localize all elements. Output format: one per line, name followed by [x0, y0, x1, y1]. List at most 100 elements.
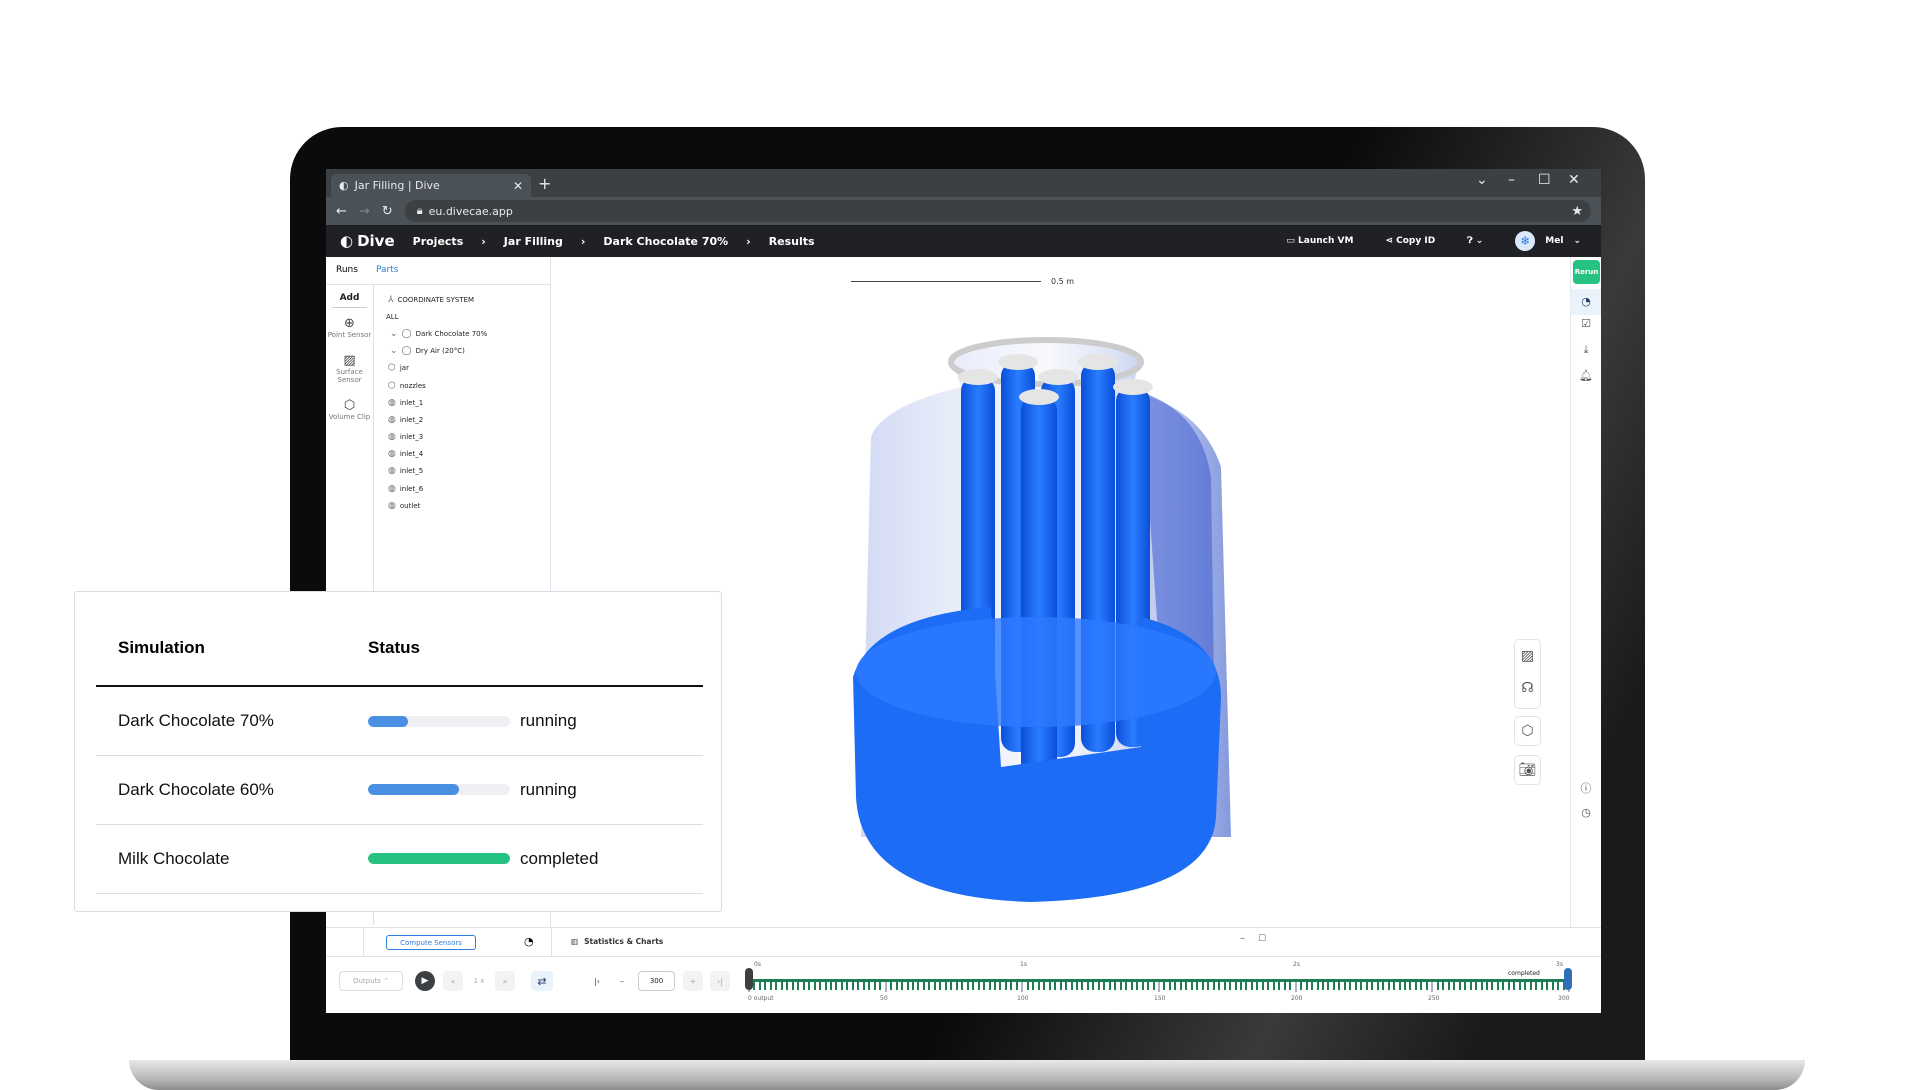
- compute-sensors-button[interactable]: Compute Sensors: [386, 935, 476, 950]
- minimize-icon[interactable]: –: [1508, 172, 1515, 188]
- timeline-tick: [1540, 982, 1543, 990]
- minimize-panel-icon[interactable]: –: [1240, 933, 1245, 944]
- clip-box-icon[interactable]: ⬡: [1514, 716, 1541, 746]
- download-icon[interactable]: ⤓: [1583, 343, 1589, 356]
- tab-title: Jar Filling | Dive: [354, 179, 440, 192]
- url-field[interactable]: 🔒︎ eu.divecae.app ★: [404, 200, 1591, 222]
- timeline-tick: [1529, 982, 1532, 990]
- outputs-dropdown[interactable]: Outputs ⌃: [339, 971, 403, 991]
- tree-surface[interactable]: ◍ inlet_1: [388, 397, 424, 408]
- user-menu[interactable]: ❄ Mel ⌄: [1515, 231, 1581, 251]
- 3d-viewport[interactable]: 0.5 m: [551, 257, 1571, 927]
- close-tab-icon[interactable]: ✕: [512, 178, 523, 193]
- timeline-tick: [1322, 982, 1324, 990]
- copy-id-button[interactable]: ⋖ Copy ID: [1385, 236, 1436, 246]
- output-label: 150: [1154, 995, 1166, 1002]
- table-row[interactable]: Milk Chocolate completed: [96, 824, 703, 894]
- timeline-tick: [972, 982, 975, 990]
- timeline-tick: [1076, 982, 1078, 990]
- table-row[interactable]: Dark Chocolate 60% running: [96, 755, 703, 825]
- tree-all[interactable]: ALL: [386, 312, 399, 321]
- tree-surface[interactable]: ◍ inlet_5: [388, 466, 424, 477]
- column-header-status: Status: [346, 610, 703, 687]
- last-frame-button[interactable]: ›|: [710, 971, 730, 991]
- history-icon[interactable]: ◔: [524, 935, 534, 948]
- add-camera-icon[interactable]: 📷︎: [1514, 755, 1541, 785]
- chevron-down-icon[interactable]: ⌄: [390, 346, 398, 357]
- tab-search-icon[interactable]: ⌄: [1476, 172, 1488, 188]
- timeline-start-handle[interactable]: [745, 968, 753, 990]
- timeline-tick: [1409, 982, 1412, 990]
- view-tools-group: ▨ ☊: [1514, 639, 1541, 709]
- increment-button[interactable]: +: [683, 971, 703, 991]
- tree-surface[interactable]: ◍ outlet: [388, 500, 421, 511]
- maximize-icon[interactable]: ☐: [1538, 172, 1551, 188]
- rerun-button[interactable]: Rerun: [1573, 260, 1600, 284]
- history-icon[interactable]: ◔: [1571, 289, 1601, 315]
- tree-material[interactable]: ⌄ ◯ Dark Chocolate 70%: [390, 328, 488, 339]
- first-frame-button[interactable]: |‹: [594, 976, 600, 986]
- bell-icon[interactable]: 🔔︎: [1579, 369, 1593, 382]
- timeline-tick: [1289, 982, 1292, 990]
- timeline-slider[interactable]: 0s 1s 2s 3s completed 0 output 50 100 150 20…: [745, 961, 1572, 1005]
- timeline-tick: [1261, 982, 1264, 990]
- timeline-tick: [999, 982, 1002, 990]
- timeline-end-handle[interactable]: [1564, 968, 1572, 990]
- decrement-button[interactable]: –: [620, 976, 624, 986]
- browser-tab[interactable]: ◐ Jar Filling | Dive ✕: [331, 174, 531, 197]
- info-icon[interactable]: ⓘ: [1580, 782, 1592, 795]
- timeline-tick: [1037, 982, 1040, 990]
- tab-runs[interactable]: Runs: [336, 265, 358, 275]
- breadcrumb-jar-filling[interactable]: Jar Filling: [503, 234, 563, 248]
- tree-material[interactable]: ⌄ ◯ Dry Air (20°C): [390, 346, 465, 357]
- clock-icon[interactable]: ◷: [1581, 806, 1591, 819]
- breadcrumb-projects[interactable]: Projects: [412, 234, 464, 248]
- timeline-tick: [873, 982, 876, 990]
- dive-logo[interactable]: ◐ Dive: [340, 232, 395, 250]
- bookmark-star-icon[interactable]: ★: [1571, 203, 1583, 219]
- fast-forward-button[interactable]: »: [495, 971, 515, 991]
- help-menu[interactable]: ❓︎ ⌄: [1467, 236, 1484, 246]
- breadcrumb-results[interactable]: Results: [768, 234, 815, 248]
- forward-icon[interactable]: →: [358, 203, 370, 219]
- timeline-tick: [1393, 982, 1396, 990]
- tab-parts[interactable]: Parts: [375, 265, 399, 275]
- back-icon[interactable]: ←: [336, 203, 347, 219]
- close-window-icon[interactable]: ✕: [1568, 172, 1580, 188]
- timeline-tick: [1043, 982, 1046, 990]
- timeline-tick: [1158, 982, 1160, 992]
- table-row[interactable]: Dark Chocolate 70% running: [96, 686, 703, 756]
- timeline-tick: [758, 982, 761, 990]
- timeline-tick: [901, 982, 904, 990]
- hatch-icon[interactable]: ▨: [1520, 648, 1535, 664]
- reload-icon[interactable]: ↻: [381, 203, 393, 219]
- play-button[interactable]: ▶: [415, 971, 435, 991]
- timeline-tick: [1032, 982, 1035, 990]
- frame-input[interactable]: 300: [638, 971, 675, 991]
- tree-surface[interactable]: ◍ inlet_3: [388, 432, 424, 443]
- loop-icon[interactable]: ⇄: [531, 971, 553, 991]
- checklist-icon[interactable]: ☑: [1581, 317, 1591, 330]
- output-label: 200: [1291, 995, 1303, 1002]
- maximize-panel-icon[interactable]: ☐: [1258, 934, 1267, 944]
- tree-body[interactable]: ⬡ nozzles: [388, 380, 426, 391]
- tree-surface[interactable]: ◍ inlet_6: [388, 483, 424, 494]
- progress-fill: [368, 715, 408, 727]
- tree-surface[interactable]: ◍ inlet_2: [388, 414, 424, 425]
- rewind-button[interactable]: «: [443, 971, 463, 991]
- breadcrumb-dark-chocolate[interactable]: Dark Chocolate 70%: [603, 234, 729, 248]
- surface-sensor-button[interactable]: ▨ Surface Sensor: [326, 353, 373, 384]
- tree-body[interactable]: ⬡ jar: [388, 363, 409, 374]
- chevron-down-icon[interactable]: ⌄: [390, 328, 398, 339]
- timeline-tick: [1054, 982, 1057, 990]
- tree-surface[interactable]: ◍ inlet_4: [388, 449, 424, 460]
- statistics-charts-tab[interactable]: ▥ Statistics & Charts: [571, 937, 664, 946]
- launch-vm-button[interactable]: ▭ Launch VM: [1286, 236, 1354, 246]
- volume-clip-button[interactable]: ⬡ Volume Clip: [326, 398, 373, 421]
- point-sensor-button[interactable]: ⊕ Point Sensor: [327, 316, 372, 339]
- tree-coordinate-system[interactable]: ⅄ COORDINATE SYSTEM: [388, 294, 475, 305]
- new-tab-icon[interactable]: +: [538, 174, 552, 193]
- streamline-icon[interactable]: ☊: [1521, 680, 1534, 696]
- timeline-tick: [1081, 982, 1084, 990]
- timeline-tick: [1240, 982, 1242, 990]
